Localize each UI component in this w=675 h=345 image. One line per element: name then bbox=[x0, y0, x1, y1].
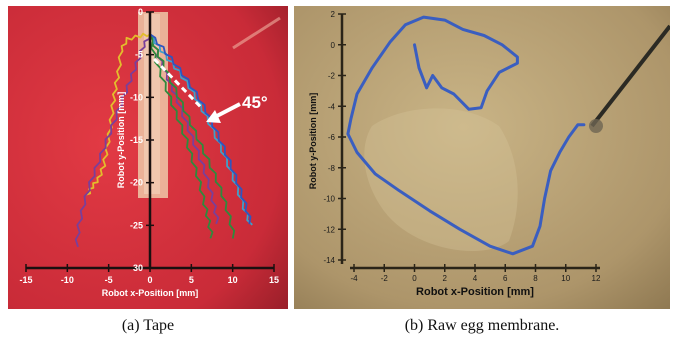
trajectory-cyan bbox=[149, 33, 253, 226]
y-tick-label: -14 bbox=[323, 256, 335, 265]
y-tick-label: -8 bbox=[328, 164, 336, 173]
x-tick-label: 6 bbox=[503, 274, 508, 283]
x-axis-label: Robot x-Position [mm] bbox=[416, 286, 534, 298]
y-tick-label: -4 bbox=[328, 102, 336, 111]
direction-dashed-line bbox=[153, 57, 204, 110]
y-tick-label: 2 bbox=[331, 10, 336, 19]
x-tick-label: -4 bbox=[350, 274, 358, 283]
x-tick-label: 4 bbox=[473, 274, 478, 283]
x-tick-label: -10 bbox=[61, 275, 74, 285]
y-tick-label: 0 bbox=[138, 7, 143, 17]
x-tick-label: 15 bbox=[269, 275, 279, 285]
x-tick-label: 5 bbox=[189, 275, 194, 285]
y-tick-label: -20 bbox=[130, 178, 143, 188]
y-axis-label: Robot y-Position [mm] bbox=[308, 93, 318, 190]
probe-needle bbox=[590, 24, 670, 128]
x-axis-label: Robot x-Position [mm] bbox=[102, 288, 199, 298]
y-axis-label: Robot y-Position [mm] bbox=[116, 92, 126, 189]
y-tick-label: -10 bbox=[130, 92, 143, 102]
y-tick-label: -15 bbox=[130, 135, 143, 145]
x-tick-label: 0 bbox=[412, 274, 417, 283]
chart-tape: 45° -15 -10 -5 0 5 10 15 0 -5 -10 -15 -20 -25 30 Robot… bbox=[8, 6, 288, 309]
x-tick-label: 0 bbox=[147, 275, 152, 285]
x-tick-label: 10 bbox=[228, 275, 238, 285]
y-tick-label: -10 bbox=[323, 195, 335, 204]
trajectory-purple bbox=[74, 34, 151, 248]
x-tick-label: 2 bbox=[443, 274, 448, 283]
y-tick-label: 0 bbox=[331, 41, 336, 50]
trajectory-yellow bbox=[85, 32, 151, 196]
caption-a: (a) Tape bbox=[121, 317, 175, 334]
x-tick-label: -5 bbox=[105, 275, 113, 285]
chart-egg-membrane: -4 -2 0 2 4 6 8 10 12 2 0 -2 -4 -6 -8 -10 -12 -14 Robot x-… bbox=[294, 6, 670, 309]
x-tick-label: 12 bbox=[592, 274, 601, 283]
angle-annotation: 45° bbox=[242, 93, 268, 112]
chart-egg-background bbox=[294, 6, 670, 309]
x-tick-label: 8 bbox=[533, 274, 538, 283]
angle-arrow bbox=[206, 102, 241, 123]
y-tick-label: -25 bbox=[130, 220, 143, 230]
y-tick-label: -6 bbox=[328, 133, 336, 142]
membrane-region bbox=[364, 108, 518, 251]
y-tick-label: -2 bbox=[328, 72, 336, 81]
y-tick-label: -12 bbox=[323, 225, 335, 234]
caption-b: (b) Raw egg membrane. bbox=[404, 317, 560, 334]
x-tick-label: 10 bbox=[561, 274, 570, 283]
trajectory-green bbox=[149, 33, 236, 239]
y-tick-label: 30 bbox=[133, 263, 143, 273]
trajectory-green bbox=[149, 33, 214, 239]
x-tick-label: -15 bbox=[19, 275, 32, 285]
x-tick-label: -2 bbox=[381, 274, 389, 283]
trajectory-membrane bbox=[346, 15, 586, 256]
y-tick-label: -5 bbox=[135, 50, 143, 60]
